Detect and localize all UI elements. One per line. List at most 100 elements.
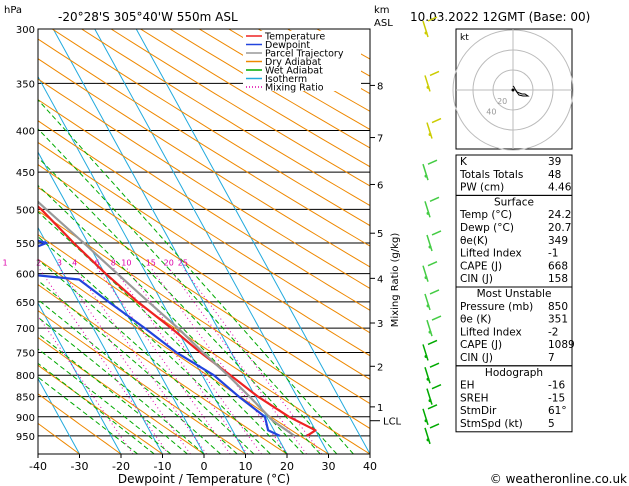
mixing-ratio-label: 25	[178, 259, 188, 268]
table-label: StmDir	[460, 405, 497, 417]
dry-adiabat-line	[38, 186, 370, 405]
pressure-tick-label: 650	[16, 298, 35, 309]
table-value: 1089	[548, 339, 575, 351]
wind-barb-dot	[426, 211, 430, 215]
wind-barb-staff	[426, 388, 433, 405]
table-label: Dewp (°C)	[460, 222, 514, 234]
table-label: CAPE (J)	[460, 339, 502, 351]
table-value: 349	[548, 235, 568, 247]
x-tick-label: -30	[71, 460, 89, 473]
wet-adiabat-line	[38, 279, 238, 454]
wet-adiabat-line	[38, 258, 255, 454]
hpa-label: hPa	[4, 5, 22, 16]
table-label: Lifted Index	[460, 248, 522, 260]
table-label: PW (cm)	[460, 182, 504, 194]
x-tick-label: -40	[29, 460, 47, 473]
table-value: 158	[548, 273, 568, 285]
dry-adiabat-line	[169, 29, 370, 149]
datetime-label: 10.03.2022 12GMT (Base: 00)	[410, 10, 590, 24]
pressure-tick-label: 550	[16, 239, 35, 250]
dry-adiabat-line	[38, 336, 205, 454]
mixing-ratio-line	[38, 314, 134, 454]
background-lines	[38, 29, 370, 454]
pressure-tick-label: 300	[16, 25, 35, 36]
mixing-ratio-label: 20	[164, 259, 174, 268]
dry-adiabat-line	[38, 284, 288, 454]
legend-label: Wet Adiabat	[265, 66, 323, 77]
table-label: Lifted Index	[460, 326, 522, 338]
x-tick-label: 10	[239, 460, 253, 473]
dry-adiabat-line	[38, 78, 370, 290]
mixing-ratio-line	[125, 267, 262, 454]
wind-barb-dot	[426, 85, 430, 89]
x-axis-title: Dewpoint / Temperature (°C)	[118, 472, 290, 486]
mixing-ratio-line	[58, 267, 191, 454]
mixing-ratio-line	[38, 267, 169, 454]
dry-adiabat-line	[38, 310, 246, 454]
x-tick-label: -20	[112, 460, 130, 473]
wind-barb-flag	[427, 16, 438, 22]
mixing-ratio-label: 1	[3, 259, 8, 268]
wet-adiabat-line	[38, 128, 338, 454]
hodograph-ring-label: 40	[486, 108, 496, 117]
wind-barb-flag	[429, 196, 440, 203]
dry-adiabat-line	[51, 29, 370, 227]
legend-label: Dewpoint	[265, 40, 310, 51]
wind-barb-staff	[426, 122, 433, 139]
hodograph-origin	[511, 88, 515, 92]
wind-barb-dot	[424, 276, 428, 280]
table-label: EH	[460, 380, 475, 392]
profile-lines	[38, 200, 317, 437]
mixing-ratio-label: 3	[57, 259, 62, 268]
wind-barb-dot	[428, 330, 432, 334]
location-title: -20°28'S 305°40'W 550m ASL	[58, 10, 238, 24]
table-section-title: Surface	[494, 196, 534, 208]
table-label: θe(K)	[460, 235, 488, 247]
table-value: -2	[548, 326, 558, 338]
table-label: θe (K)	[460, 314, 491, 326]
legend-label: Mixing Ratio	[265, 83, 324, 94]
wind-barb-dot	[428, 133, 432, 137]
mixing-ratio-label: 4	[72, 259, 77, 268]
legend-label: Isotherm	[265, 74, 307, 85]
dry-adiabat-line	[38, 210, 370, 430]
wet-adiabat-line	[38, 316, 205, 454]
table-value: 5	[548, 418, 555, 430]
dry-adiabat-line	[38, 258, 329, 454]
wind-barb-staff	[422, 408, 429, 426]
table-value: -16	[548, 380, 565, 392]
wind-barb-flag	[431, 383, 442, 390]
table-label: K	[460, 156, 468, 168]
wind-barb-staff	[422, 163, 429, 181]
wind-barb-staff	[424, 201, 431, 218]
legend-label: Parcel Trajectory	[265, 49, 344, 60]
x-tick-label: 30	[322, 460, 336, 473]
table-section-box	[455, 365, 573, 433]
wind-barb-flag	[429, 423, 440, 429]
wind-barb-dot	[424, 31, 428, 35]
table-label: Pressure (mb)	[460, 301, 533, 313]
legend-label: Temperature	[264, 32, 325, 43]
hodograph-ring-label: 20	[497, 97, 507, 106]
x-tick-label: -10	[154, 460, 172, 473]
km-tick-label: 2	[377, 362, 383, 373]
dry-adiabat-line	[38, 164, 370, 380]
mixing-ratio-labels: 1 2 3 4 6 8 10 15 20 25	[3, 259, 188, 268]
table-label: SREH	[460, 392, 489, 404]
isotherm-line	[38, 151, 205, 454]
dry-adiabat-line	[140, 29, 370, 168]
legend-background	[243, 31, 361, 91]
lcl-label: LCL	[383, 417, 402, 428]
dry-adiabat-line	[81, 29, 370, 207]
pressure-tick-label: 400	[16, 127, 35, 138]
table-value: 668	[548, 260, 568, 272]
asl-label: ASL	[374, 18, 393, 29]
dewpoint-line	[38, 239, 281, 437]
parcel-trajectory-line	[38, 200, 296, 437]
axes: 3003504004505005506006507007508008509009…	[16, 25, 402, 473]
table-value: 351	[548, 314, 568, 326]
isotherm-line	[38, 75, 246, 454]
pressure-tick-label: 350	[16, 79, 35, 90]
wind-barb-flag	[429, 362, 440, 368]
